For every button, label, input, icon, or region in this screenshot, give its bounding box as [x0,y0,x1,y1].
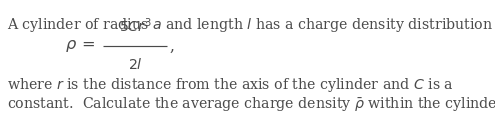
Text: ,: , [170,38,175,54]
Text: $2l$: $2l$ [128,57,143,72]
Text: constant.  Calculate the average charge density $\bar{\rho}$ within the cylinder: constant. Calculate the average charge d… [7,95,495,113]
Text: A cylinder of radius $a$ and length $l$ has a charge density distribution: A cylinder of radius $a$ and length $l$ … [7,16,493,34]
Text: $5Cr^3$: $5Cr^3$ [118,16,151,35]
Text: where $r$ is the distance from the axis of the cylinder and $C$ is a: where $r$ is the distance from the axis … [7,76,454,94]
Text: $\rho\,=$: $\rho\,=$ [65,38,95,54]
